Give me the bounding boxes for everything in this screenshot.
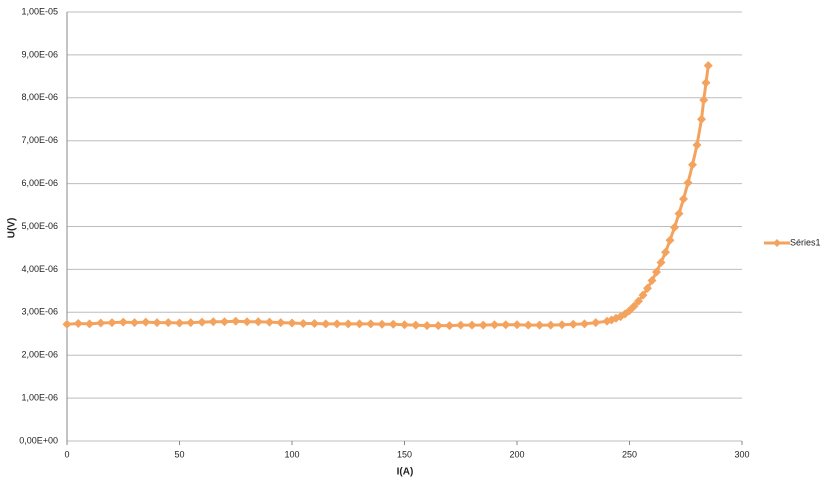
data-point (253, 317, 263, 327)
data-point (433, 321, 443, 331)
x-tick-label: 200 (509, 449, 524, 459)
data-point (478, 320, 488, 330)
y-tick-label: 6,00E-06 (21, 178, 58, 188)
data-point (580, 319, 589, 329)
data-point (287, 318, 297, 328)
data-point (679, 194, 688, 204)
x-tick-label: 250 (622, 449, 637, 459)
data-point (73, 318, 83, 328)
data-point (692, 140, 702, 150)
data-point (501, 320, 511, 330)
legend-label: Séries1 (790, 237, 821, 247)
data-point (523, 320, 533, 330)
data-point (683, 178, 693, 188)
data-point (118, 317, 128, 327)
data-point (703, 61, 713, 71)
data-point (85, 319, 94, 329)
data-point (310, 318, 319, 328)
data-point (634, 296, 643, 306)
data-point (321, 319, 331, 329)
data-point (629, 301, 639, 311)
data-point (197, 317, 207, 327)
data-point (647, 276, 657, 286)
data-point (220, 317, 229, 327)
data-point (674, 209, 684, 219)
data-point (208, 317, 218, 327)
y-tick-label: 2,00E-06 (21, 350, 58, 360)
x-tick-label: 0 (64, 449, 69, 459)
y-tick-label: 9,00E-06 (21, 49, 58, 59)
y-tick-label: 1,00E-06 (21, 392, 58, 402)
data-point (388, 319, 398, 329)
data-point (186, 318, 196, 328)
data-point (96, 318, 106, 328)
data-point (652, 267, 661, 277)
data-point (141, 317, 151, 327)
x-tick-label: 50 (174, 449, 184, 459)
data-point (701, 78, 711, 88)
data-point (231, 316, 241, 326)
legend-marker (773, 239, 781, 247)
data-point (175, 318, 184, 328)
x-tick-label: 300 (734, 449, 749, 459)
data-point (107, 318, 117, 328)
data-point (152, 318, 162, 328)
data-point (332, 319, 342, 329)
data-point (355, 319, 364, 329)
data-point (656, 258, 666, 268)
data-point (298, 318, 308, 328)
data-point (638, 290, 648, 300)
x-tick-label: 150 (397, 449, 412, 459)
data-point (377, 319, 387, 329)
data-point (163, 318, 173, 328)
data-point (265, 317, 274, 327)
data-point (445, 321, 454, 331)
data-point (467, 320, 477, 330)
data-point (661, 247, 670, 257)
data-point (591, 318, 601, 328)
data-point (400, 320, 409, 330)
data-point (130, 318, 139, 328)
y-tick-label: 3,00E-06 (21, 307, 58, 317)
data-point (697, 114, 706, 124)
series-line (66, 65, 710, 328)
x-axis-title: I(A) (397, 467, 414, 478)
x-tick-label: 100 (284, 449, 299, 459)
data-point (276, 318, 286, 328)
data-point (456, 320, 466, 330)
data-point (411, 320, 421, 330)
y-tick-label: 1,00E-05 (21, 6, 58, 16)
y-tick-label: 5,00E-06 (21, 221, 58, 231)
y-tick-label: 7,00E-06 (21, 135, 58, 145)
data-point (670, 222, 679, 232)
data-point (512, 320, 522, 330)
data-point (643, 283, 652, 293)
data-point (568, 319, 578, 329)
data-point (699, 95, 709, 105)
y-tick-label: 0,00E+00 (19, 435, 58, 445)
y-axis-title: U(V) (7, 218, 18, 239)
data-point (422, 321, 432, 331)
y-tick-label: 8,00E-06 (21, 92, 58, 102)
data-point (490, 320, 499, 330)
data-point (557, 320, 567, 330)
data-point (343, 319, 353, 329)
y-tick-label: 4,00E-06 (21, 264, 58, 274)
data-point (366, 319, 376, 329)
data-point (535, 320, 544, 330)
data-point (688, 160, 697, 170)
data-point (546, 320, 556, 330)
data-point (665, 235, 675, 245)
data-point (62, 319, 72, 329)
data-point (242, 317, 252, 327)
